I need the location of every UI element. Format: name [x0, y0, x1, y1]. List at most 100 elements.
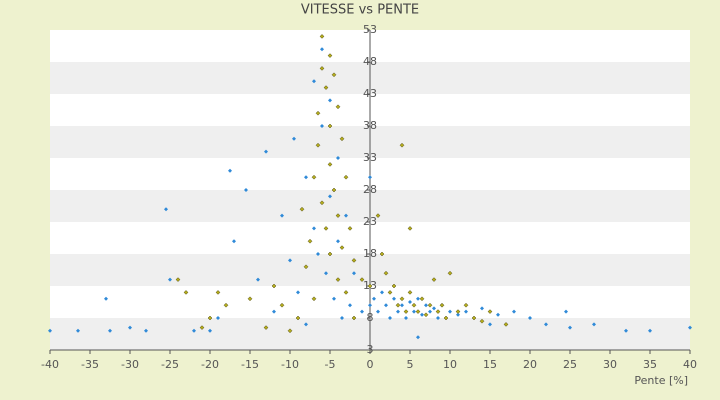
- data-point: [287, 328, 293, 334]
- y-tick-label: 48: [363, 55, 377, 68]
- data-point: [336, 239, 340, 244]
- data-point: [376, 309, 380, 314]
- data-point: [324, 271, 328, 276]
- y-tick-label: 18: [363, 247, 377, 260]
- data-point: [328, 194, 332, 199]
- data-point: [367, 283, 373, 289]
- data-point: [416, 296, 420, 301]
- data-point: [447, 270, 453, 276]
- data-point: [464, 309, 468, 314]
- data-point: [399, 142, 405, 148]
- data-point: [351, 258, 357, 263]
- data-point: [263, 325, 269, 330]
- data-point: [352, 271, 356, 276]
- data-point: [419, 296, 425, 302]
- data-point: [331, 72, 337, 78]
- data-point: [479, 318, 485, 324]
- data-point: [408, 300, 412, 304]
- y-tick-label: 38: [363, 119, 377, 132]
- data-point: [411, 302, 417, 308]
- x-tick-label: 5: [407, 358, 414, 371]
- data-point: [128, 325, 132, 330]
- data-point: [351, 315, 357, 321]
- data-point: [327, 251, 333, 257]
- data-point: [311, 296, 317, 302]
- data-point: [280, 213, 284, 218]
- data-point: [456, 312, 460, 317]
- chart-title: VITESSE vs PENTE: [301, 3, 419, 18]
- data-point: [407, 290, 413, 295]
- y-tick-label: 28: [363, 183, 377, 196]
- data-point: [648, 328, 652, 333]
- data-point: [340, 316, 344, 320]
- data-point: [368, 303, 372, 308]
- data-point: [104, 296, 108, 301]
- data-point: [332, 296, 336, 301]
- data-point: [207, 315, 213, 321]
- data-point: [443, 315, 449, 321]
- y-tick-label: 13: [363, 279, 377, 292]
- x-tick-label: -10: [281, 358, 299, 371]
- x-tick-label: -35: [81, 358, 99, 371]
- data-point: [343, 290, 349, 295]
- data-point: [327, 162, 333, 167]
- x-tick-label: 30: [603, 358, 617, 371]
- data-point: [315, 110, 321, 116]
- data-point: [416, 335, 420, 340]
- data-point: [328, 98, 332, 103]
- data-point: [496, 312, 500, 317]
- data-point: [592, 322, 596, 327]
- data-point: [320, 47, 324, 52]
- data-point: [387, 290, 393, 295]
- data-point: [455, 309, 461, 314]
- data-point: [503, 322, 509, 327]
- x-tick-label: 10: [443, 358, 457, 371]
- data-point: [232, 239, 236, 244]
- data-point: [319, 200, 325, 206]
- marks: [48, 34, 692, 340]
- data-point: [288, 258, 292, 263]
- x-tick-label: -40: [41, 358, 59, 371]
- data-point: [307, 238, 313, 244]
- data-point: [400, 303, 404, 308]
- data-point: [412, 309, 416, 314]
- data-point: [388, 316, 392, 320]
- data-point: [335, 213, 341, 218]
- data-point: [360, 309, 364, 314]
- data-point: [375, 213, 381, 218]
- data-point: [396, 309, 400, 314]
- data-point: [379, 251, 385, 257]
- x-tick-label: 15: [483, 358, 497, 371]
- x-axis-label: Pente [%]: [634, 374, 688, 387]
- data-point: [424, 303, 428, 308]
- data-point: [279, 302, 285, 308]
- data-point: [432, 306, 436, 311]
- data-point: [448, 309, 452, 314]
- data-point: [271, 283, 277, 289]
- data-point: [436, 316, 440, 320]
- data-point: [423, 312, 429, 318]
- data-point: [368, 175, 372, 180]
- x-tick-label: 25: [563, 358, 577, 371]
- data-point: [316, 252, 320, 256]
- data-point: [247, 296, 253, 302]
- data-point: [223, 302, 229, 308]
- data-point: [48, 328, 52, 333]
- data-point: [183, 290, 189, 295]
- data-point: [463, 302, 469, 308]
- data-point: [544, 322, 548, 327]
- data-point: [311, 174, 317, 180]
- data-point: [164, 207, 168, 212]
- data-point: [415, 309, 421, 314]
- data-point: [399, 296, 405, 302]
- data-point: [431, 277, 437, 282]
- data-point: [312, 226, 316, 231]
- data-point: [487, 309, 493, 314]
- x-tick-label: 40: [683, 358, 697, 371]
- y-tick-label: 23: [363, 215, 377, 228]
- data-point: [108, 328, 112, 333]
- data-point: [304, 322, 308, 327]
- y-tick-label: 3: [367, 343, 374, 356]
